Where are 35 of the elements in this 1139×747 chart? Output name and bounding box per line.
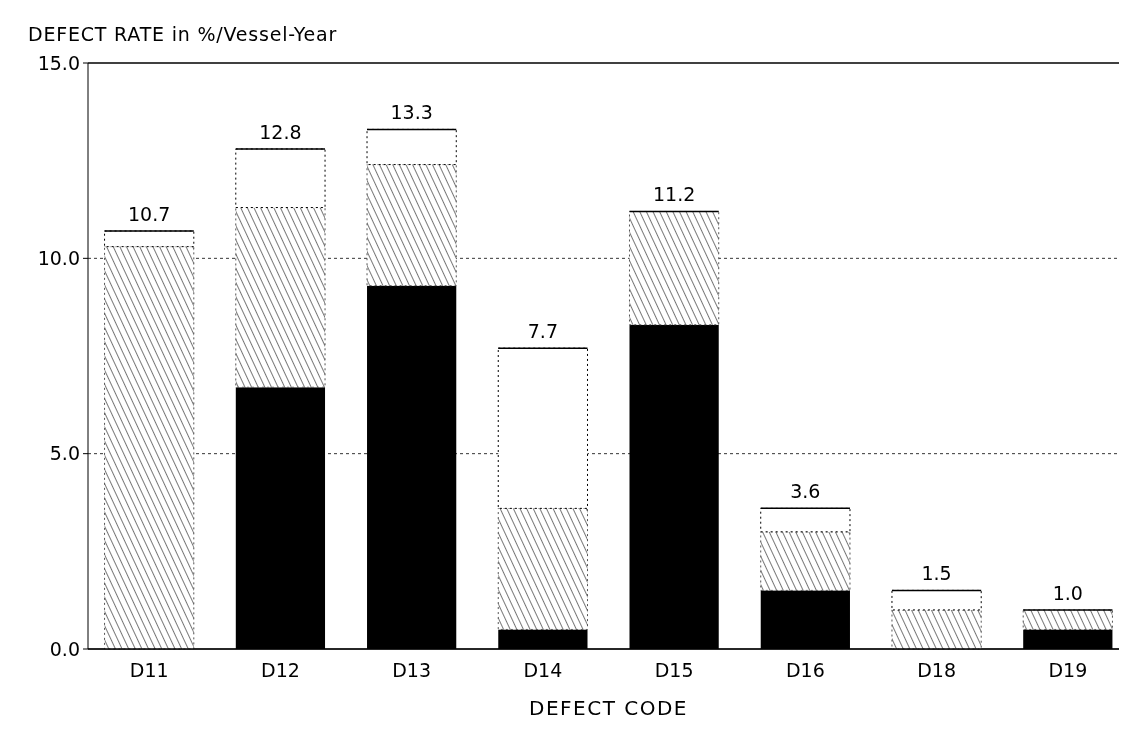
bar	[235, 207, 326, 388]
bar	[760, 531, 851, 591]
total-label: 10.7	[128, 202, 171, 225]
x-tick-label: D13	[392, 659, 432, 681]
x-tick-label: D12	[261, 659, 300, 681]
x-tick-label: D19	[1048, 659, 1088, 681]
total-label: 1.0	[1052, 581, 1083, 604]
bar	[629, 210, 720, 326]
bar	[891, 609, 982, 650]
bar	[366, 164, 457, 287]
bar	[497, 507, 588, 630]
x-tick-label: D15	[654, 659, 694, 681]
y-tick-label: 15.0	[37, 51, 80, 74]
bar	[104, 230, 195, 248]
x-tick-label: D14	[523, 659, 563, 681]
bar	[891, 589, 982, 611]
bar	[760, 507, 851, 533]
y-tick-label: 0.0	[49, 637, 80, 660]
x-axis-title: DEFECT CODE	[529, 696, 688, 720]
y-axis-title: DEFECT RATE in %/Vessel-Year	[28, 23, 338, 45]
bar	[366, 128, 457, 166]
y-tick-label: 5.0	[49, 442, 80, 465]
total-label: 11.2	[652, 183, 696, 206]
x-tick-label: D18	[917, 659, 956, 681]
total-label: 3.6	[790, 480, 821, 503]
total-label: 1.5	[921, 562, 952, 585]
bar	[1022, 609, 1113, 630]
total-label: 7.7	[527, 320, 558, 343]
y-tick-label: 10.0	[37, 246, 80, 269]
x-tick-label: D16	[785, 659, 825, 681]
x-tick-label: D11	[129, 659, 169, 681]
bar	[235, 148, 326, 209]
total-label: 13.3	[390, 101, 433, 124]
bar	[104, 246, 195, 650]
total-label: 12.8	[259, 120, 302, 143]
